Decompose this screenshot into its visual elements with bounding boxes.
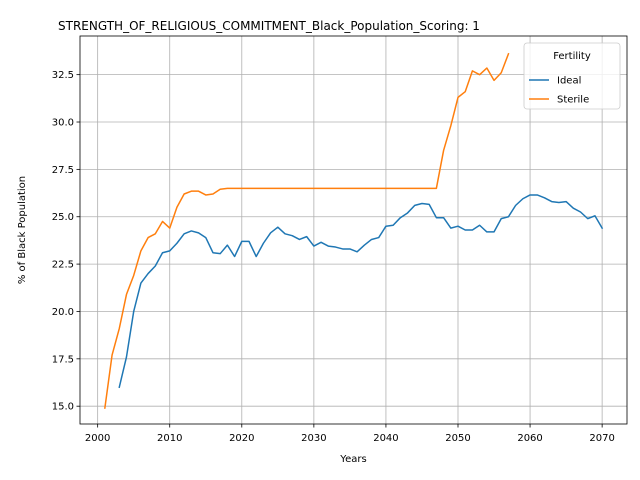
- x-tick-label: 2050: [445, 433, 470, 444]
- x-axis-label: Years: [339, 454, 366, 465]
- y-tick-label: 30.0: [52, 118, 74, 129]
- legend-box: [523, 42, 621, 110]
- series-line-sterile: [104, 52, 510, 409]
- axis-ticks: 2000 2010 2020 2030 2040 2050 2060 2070 15.0 17.5…: [52, 70, 615, 444]
- series-line-ideal: [118, 194, 604, 389]
- legend-label-ideal: Ideal: [557, 76, 581, 87]
- x-tick-label: 2070: [589, 433, 614, 444]
- y-axis-label: % of Black Population: [17, 176, 28, 284]
- x-tick-label: 2030: [301, 433, 326, 444]
- legend-title: Fertility: [553, 51, 591, 62]
- legend-label-sterile: Sterile: [557, 95, 589, 106]
- x-tick-label: 2010: [157, 433, 182, 444]
- plot-area-frame: [79, 35, 628, 425]
- y-tick-label: 32.5: [52, 70, 74, 81]
- y-tick-label: 17.5: [52, 354, 74, 365]
- legend: Fertility Ideal Sterile: [523, 42, 621, 110]
- y-tick-label: 20.0: [52, 307, 74, 318]
- y-tick-label: 27.5: [52, 165, 74, 176]
- chart-title: STRENGTH_OF_RELIGIOUS_COMMITMENT_Black_P…: [58, 19, 480, 33]
- grid-lines: [80, 36, 627, 424]
- x-tick-label: 2060: [517, 433, 542, 444]
- series-lines: [104, 52, 604, 409]
- x-tick-label: 2040: [373, 433, 398, 444]
- y-tick-label: 22.5: [52, 260, 74, 271]
- y-tick-label: 15.0: [52, 402, 74, 413]
- x-tick-label: 2020: [229, 433, 254, 444]
- x-tick-label: 2000: [85, 433, 110, 444]
- y-tick-label: 25.0: [52, 212, 74, 223]
